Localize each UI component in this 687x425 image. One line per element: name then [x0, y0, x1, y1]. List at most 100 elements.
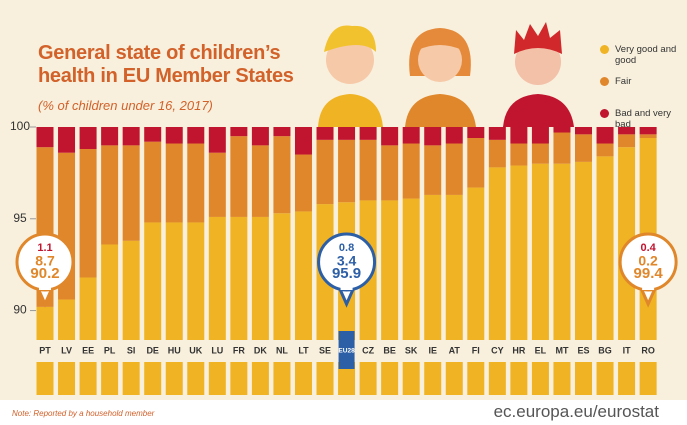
data-label: 1.1 — [37, 242, 52, 254]
bar-segment — [187, 127, 205, 144]
bar-segment — [230, 127, 248, 137]
bar-segment — [402, 127, 420, 144]
x-tick-label: EU28 — [338, 348, 355, 355]
bar-segment — [424, 127, 442, 146]
legend-label: Bad and very bad — [615, 108, 671, 130]
bar-segment — [618, 134, 636, 148]
x-tick-label: SE — [319, 345, 331, 355]
bar-segment — [251, 127, 269, 146]
legend-label: Very good and good — [615, 44, 677, 66]
bar-segment — [273, 127, 291, 137]
bar-segment — [639, 127, 657, 135]
bar-segment — [294, 127, 312, 155]
x-tick-label: DK — [254, 345, 267, 355]
bar-segment — [510, 165, 528, 395]
bar-segment — [381, 127, 399, 146]
bar-segment — [510, 127, 528, 144]
bar-segment — [101, 244, 119, 395]
bar-segment — [445, 143, 463, 195]
bar-segment — [316, 127, 334, 140]
bar-segment — [639, 134, 657, 139]
x-tick-label: MT — [555, 345, 568, 355]
bar-segment — [187, 222, 205, 395]
bar-segment — [338, 139, 356, 203]
bar-segment — [381, 145, 399, 201]
bar-segment — [230, 216, 248, 395]
bar-segment — [402, 198, 420, 395]
bar-segment — [294, 154, 312, 212]
bar-segment — [144, 222, 162, 395]
x-tick-label: PT — [39, 345, 51, 355]
bar-segment — [359, 127, 377, 140]
x-tick-label: SI — [127, 345, 136, 355]
bar-segment — [316, 139, 334, 205]
data-label: 90.2 — [30, 265, 59, 282]
bar-segment — [122, 145, 140, 241]
bar-segment — [165, 127, 183, 144]
y-tick-label: 100 — [10, 119, 30, 133]
x-tick-label: EL — [535, 345, 547, 355]
bar-segment — [316, 204, 334, 395]
bar-segment — [445, 127, 463, 144]
chart-subtitle: (% of children under 16, 2017) — [38, 98, 213, 113]
highlight-box — [338, 331, 355, 369]
callout-patch — [39, 284, 51, 290]
bar-segment — [553, 127, 571, 133]
bar-segment — [359, 139, 377, 201]
bar-segment — [338, 127, 356, 140]
bar-segment — [208, 127, 226, 153]
bar-segment — [122, 240, 140, 395]
bar-segment — [575, 134, 592, 162]
x-tick-label: CY — [491, 345, 504, 355]
bar-segment — [187, 143, 205, 223]
x-tick-label: PL — [104, 345, 116, 355]
x-tick-label: IE — [428, 345, 437, 355]
legend-swatch — [600, 77, 609, 86]
bar-segment — [596, 127, 614, 144]
bar-segment — [251, 145, 269, 217]
bar-segment — [79, 277, 97, 395]
bar-segment — [144, 141, 162, 223]
bar-segment — [553, 163, 571, 395]
x-tick-label: HR — [512, 345, 525, 355]
x-tick-label: HU — [168, 345, 181, 355]
bar-segment — [402, 143, 420, 199]
bar-segment — [531, 143, 549, 164]
bar-segment — [58, 127, 76, 153]
bar-segment — [165, 143, 183, 223]
bar-segment — [294, 211, 312, 395]
bar-segment — [531, 163, 549, 395]
x-tick-label: LT — [298, 345, 309, 355]
bar-segment — [467, 138, 485, 188]
x-tick-label: IT — [623, 345, 632, 355]
bar-segment — [251, 216, 269, 395]
x-tick-label: BG — [598, 345, 612, 355]
y-tick-label: 95 — [13, 211, 27, 225]
data-label: 0.2 — [638, 253, 658, 269]
legend-swatch — [600, 109, 609, 118]
bar-segment — [488, 127, 506, 140]
x-tick-label: FR — [233, 345, 245, 355]
x-tick-label: LU — [211, 345, 223, 355]
bar-segment — [445, 194, 463, 395]
bar-segment — [36, 127, 54, 148]
x-tick-label: EE — [82, 345, 94, 355]
x-tick-label: ES — [577, 345, 589, 355]
x-tick-label: SK — [405, 345, 418, 355]
bar-segment — [79, 149, 97, 278]
bar-segment — [510, 143, 528, 166]
x-tick-label: LV — [61, 345, 72, 355]
bar-segment — [208, 152, 226, 217]
data-label: 8.7 — [35, 253, 55, 269]
callout-patch — [642, 284, 655, 290]
legend-swatch — [600, 45, 609, 54]
bar-segment — [101, 145, 119, 245]
legend-label: Fair — [615, 76, 632, 87]
x-tick-label: FI — [472, 345, 480, 355]
bar-segment — [553, 132, 571, 164]
bar-segment — [79, 127, 97, 150]
bar-segment — [381, 200, 399, 395]
x-tick-label: RO — [641, 345, 655, 355]
